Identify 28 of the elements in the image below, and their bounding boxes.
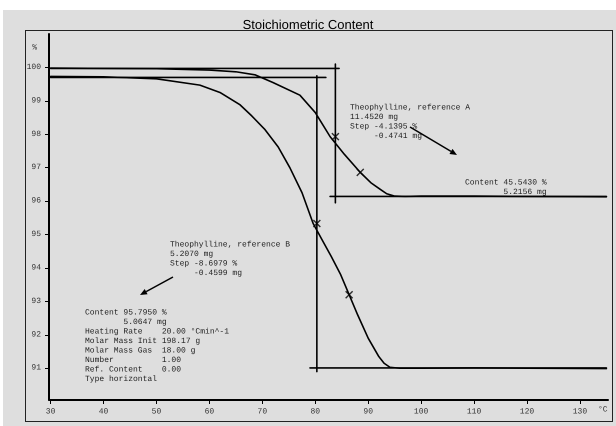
annotation: Theophylline, reference B 5.2070 mg Step -8.6979 % -0.4599 mg — [170, 240, 290, 278]
y-axis-title: % — [32, 44, 38, 52]
x-tick-label: 30 — [46, 408, 56, 416]
y-tick-label: 93 — [31, 296, 42, 306]
y-tick-label: 99 — [31, 96, 42, 106]
x-tick-label: 60 — [204, 408, 214, 416]
x-tick-label: 70 — [258, 408, 268, 416]
x-tick-label: 100 — [414, 408, 429, 416]
x-tick-label: 80 — [310, 408, 320, 416]
x-axis-title: °C — [598, 406, 608, 414]
y-tick-label: 91 — [31, 364, 42, 373]
y-tick-label: 97 — [31, 163, 42, 172]
y-tick-label: 92 — [31, 330, 42, 340]
y-tick-label: 94 — [31, 263, 42, 272]
chart-title: Stoichiometric Content — [242, 17, 374, 32]
x-tick-label: 130 — [572, 408, 588, 416]
x-tick-label: 40 — [98, 408, 109, 416]
y-tick-label: 95 — [31, 230, 42, 240]
y-tick-label: 96 — [31, 196, 42, 206]
x-tick-label: 110 — [466, 408, 482, 416]
x-tick-label: 50 — [152, 408, 162, 416]
y-tick-label: 98 — [31, 130, 42, 139]
y-tick-label: 100 — [26, 62, 42, 72]
x-tick-label: 90 — [363, 408, 374, 416]
x-tick-label: 120 — [520, 408, 534, 416]
annotation: Content 95.7950 % 5.0647 mg Heating Rate 20.00 °Cmin^-1 Molar Mass Init 198.17 g Molar Mass Gas 18.00 g Number 1.00 Ref. Content 0.00 Type horizontal — [85, 308, 230, 384]
annotation: Content 45.5430 % 5.2156 mg — [465, 178, 547, 197]
annotation: Theophylline, reference A 11.4520 mg Step -4.1395 % -0.4741 mg — [350, 103, 470, 141]
